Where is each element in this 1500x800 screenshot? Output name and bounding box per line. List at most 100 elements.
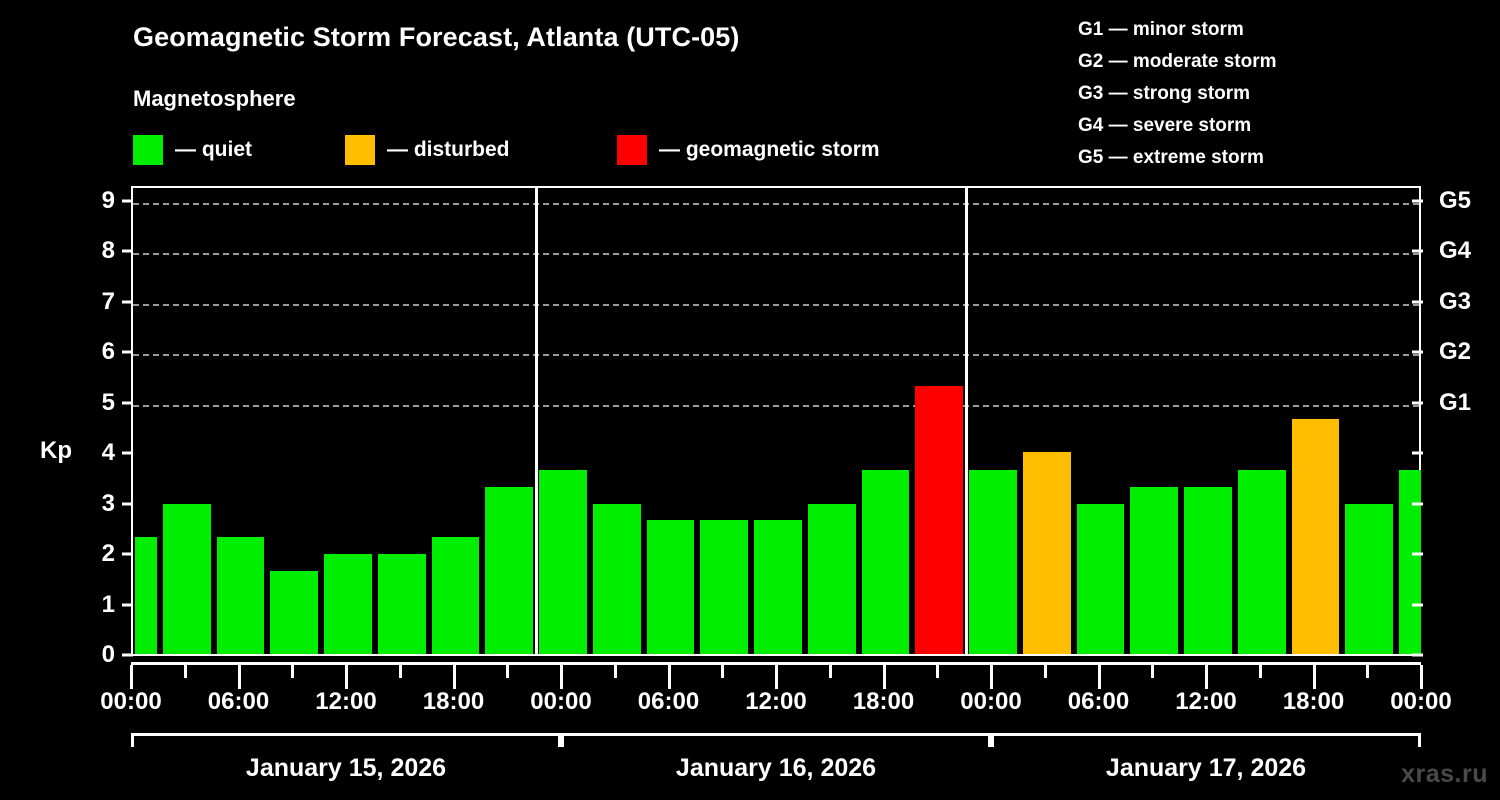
- g-axis-label-G5: G5: [1439, 187, 1472, 214]
- y-axis-label: Kp: [40, 437, 72, 465]
- y-tick-label-5: 5: [101, 388, 115, 416]
- y-tick-label-1: 1: [101, 590, 115, 618]
- bar-kp: [646, 520, 695, 654]
- y-tick-label-4: 4: [101, 439, 115, 467]
- page-title: Geomagnetic Storm Forecast, Atlanta (UTC…: [133, 22, 740, 52]
- gridline-kp-8: [133, 253, 1419, 256]
- bar-kp: [592, 503, 641, 654]
- y-tick-3: [122, 502, 133, 506]
- bar-kp: [431, 537, 480, 654]
- disturbed-swatch: [345, 135, 375, 165]
- g-scale-row-2: G2 — moderate storm: [1078, 51, 1277, 72]
- right-tick-7: [1412, 300, 1423, 304]
- right-tick-0: [1412, 653, 1423, 657]
- bar-kp: [377, 554, 426, 654]
- x-tick-label-12: 00:00: [1390, 688, 1452, 715]
- x-tick-9: [613, 665, 617, 678]
- y-tick-2: [122, 552, 133, 556]
- x-tick-15: [936, 665, 940, 678]
- bar-kp: [1130, 487, 1179, 654]
- bar-kp: [485, 487, 534, 654]
- bar-kp: [1237, 469, 1286, 654]
- g-axis-label-G2: G2: [1439, 338, 1472, 366]
- y-tick-label-2: 2: [101, 540, 115, 568]
- g-axis-label-G1: G1: [1439, 388, 1472, 416]
- x-tick-2: [237, 665, 241, 689]
- x-tick-label-4: 00:00: [530, 688, 592, 715]
- x-tick-12: [775, 665, 778, 689]
- legend-item-label: — geomagnetic storm: [659, 138, 880, 161]
- section-label: Magnetosphere: [133, 86, 296, 111]
- y-tick-label-8: 8: [101, 237, 115, 265]
- bar-kp: [1399, 469, 1421, 654]
- legend-item-0: — quiet: [133, 135, 252, 165]
- x-tick-label-1: 06:00: [207, 688, 270, 715]
- x-tick-18: [1097, 665, 1101, 689]
- x-tick-11: [721, 665, 725, 678]
- x-tick-label-8: 00:00: [960, 688, 1022, 715]
- y-tick-1: [122, 603, 133, 607]
- y-tick-label-7: 7: [101, 287, 115, 315]
- x-tick-7: [506, 665, 510, 678]
- date-bracket-1: [131, 733, 561, 747]
- x-tick-17: [1043, 665, 1047, 678]
- bar-kp: [1345, 503, 1394, 654]
- x-axis-line: [131, 662, 1421, 665]
- y-tick-label-0: 0: [101, 641, 115, 668]
- x-tick-16: [990, 665, 993, 689]
- y-tick-label-3: 3: [101, 489, 115, 517]
- x-tick-10: [667, 665, 671, 689]
- y-tick-4: [122, 451, 133, 455]
- bar-kp: [1022, 451, 1071, 654]
- x-tick-13: [828, 665, 832, 678]
- bar-kp: [1076, 503, 1125, 654]
- bar-kp: [754, 520, 802, 654]
- gridline-kp-9: [133, 203, 1419, 205]
- x-tick-20: [1205, 665, 1208, 689]
- x-tick-24: [1420, 665, 1423, 689]
- storm-swatch: [617, 135, 647, 165]
- x-tick-22: [1312, 665, 1316, 689]
- x-tick-6: [452, 665, 456, 689]
- bar-kp: [216, 537, 265, 654]
- x-tick-21: [1258, 665, 1262, 678]
- y-tick-0: [122, 653, 133, 657]
- x-tick-8: [560, 665, 563, 689]
- bar-kp: [162, 503, 211, 654]
- right-tick-6: [1412, 350, 1423, 354]
- bar-kp: [861, 469, 910, 654]
- legend-item-2: — geomagnetic storm: [617, 135, 880, 165]
- x-tick-3: [291, 665, 295, 678]
- gridline-kp-7: [133, 303, 1419, 306]
- bar-kp: [700, 520, 749, 654]
- watermark: xras.ru: [1401, 760, 1488, 788]
- legend-item-1: — disturbed: [345, 135, 510, 165]
- right-tick-4: [1412, 451, 1423, 455]
- x-tick-14: [882, 665, 886, 689]
- g-axis-label-G4: G4: [1439, 237, 1472, 265]
- date-bracket-2: [561, 733, 991, 747]
- date-label-2: January 16, 2026: [675, 754, 877, 782]
- y-tick-6: [122, 350, 133, 354]
- gridline-kp-6: [133, 354, 1419, 357]
- y-tick-label-9: 9: [101, 187, 115, 214]
- x-tick-5: [398, 665, 402, 678]
- day-separator-2: [965, 188, 969, 654]
- bar-kp: [915, 386, 964, 654]
- g-axis-label-G3: G3: [1439, 287, 1472, 315]
- x-tick-label-7: 18:00: [852, 688, 915, 715]
- x-tick-19: [1151, 665, 1155, 678]
- x-tick-0: [130, 665, 133, 689]
- x-tick-label-0: 00:00: [100, 688, 162, 715]
- bar-kp: [135, 537, 157, 654]
- g-scale-legend: G1 — minor storm G2 — moderate storm G3 — …: [1078, 14, 1277, 174]
- y-tick-label-6: 6: [101, 338, 115, 366]
- g-scale-row-1: G1 — minor storm: [1078, 19, 1244, 40]
- x-tick-label-9: 06:00: [1067, 688, 1130, 715]
- x-tick-label-11: 18:00: [1282, 688, 1345, 715]
- date-label-1: January 15, 2026: [245, 754, 447, 782]
- x-tick-4: [345, 665, 348, 689]
- bar-kp: [539, 469, 587, 654]
- x-tick-1: [183, 665, 187, 678]
